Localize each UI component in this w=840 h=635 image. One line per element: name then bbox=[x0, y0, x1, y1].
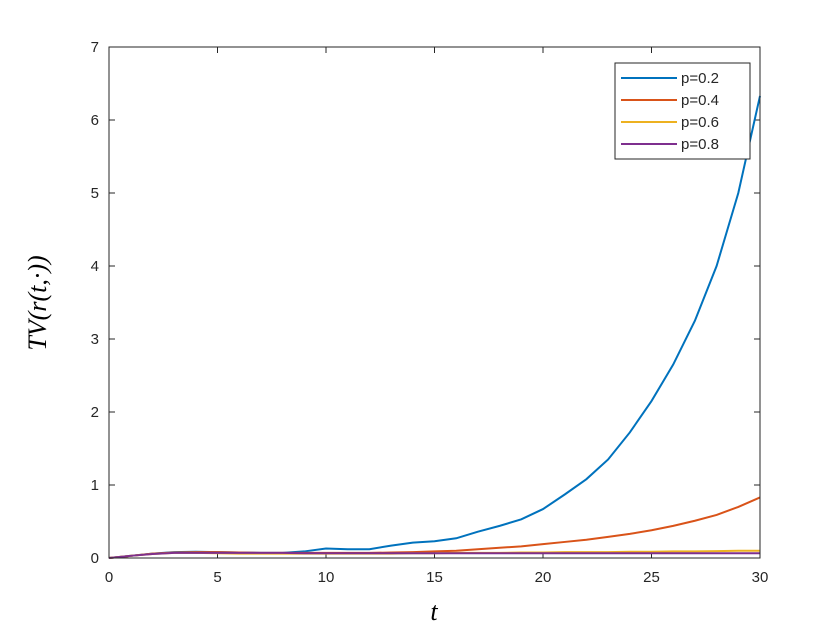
x-axis-label: t bbox=[430, 597, 438, 626]
legend-label: p=0.4 bbox=[681, 92, 719, 109]
y-axis-label: TV(r(t,·)) bbox=[23, 255, 52, 350]
x-tick-label: 20 bbox=[535, 569, 552, 586]
y-tick-label: 2 bbox=[91, 404, 99, 421]
line-series bbox=[108, 551, 760, 559]
y-tick-label: 3 bbox=[91, 331, 99, 348]
y-tick-label: 5 bbox=[91, 185, 99, 202]
x-tick-label: 0 bbox=[105, 569, 113, 586]
x-tick-label: 30 bbox=[752, 569, 769, 586]
y-tick-label: 4 bbox=[91, 258, 99, 275]
y-tick-label: 0 bbox=[91, 550, 99, 567]
legend-label: p=0.2 bbox=[681, 70, 719, 87]
y-tick-label: 1 bbox=[91, 477, 99, 494]
y-tick-label: 7 bbox=[91, 39, 99, 56]
legend-label: p=0.6 bbox=[681, 114, 719, 131]
axes-box bbox=[108, 46, 761, 559]
x-tick-label: 25 bbox=[643, 569, 660, 586]
x-tick-label: 15 bbox=[426, 569, 443, 586]
legend-label: p=0.8 bbox=[681, 136, 719, 153]
x-tick-label: 5 bbox=[213, 569, 221, 586]
x-tick-label: 10 bbox=[318, 569, 335, 586]
y-tick-label: 6 bbox=[91, 112, 99, 129]
